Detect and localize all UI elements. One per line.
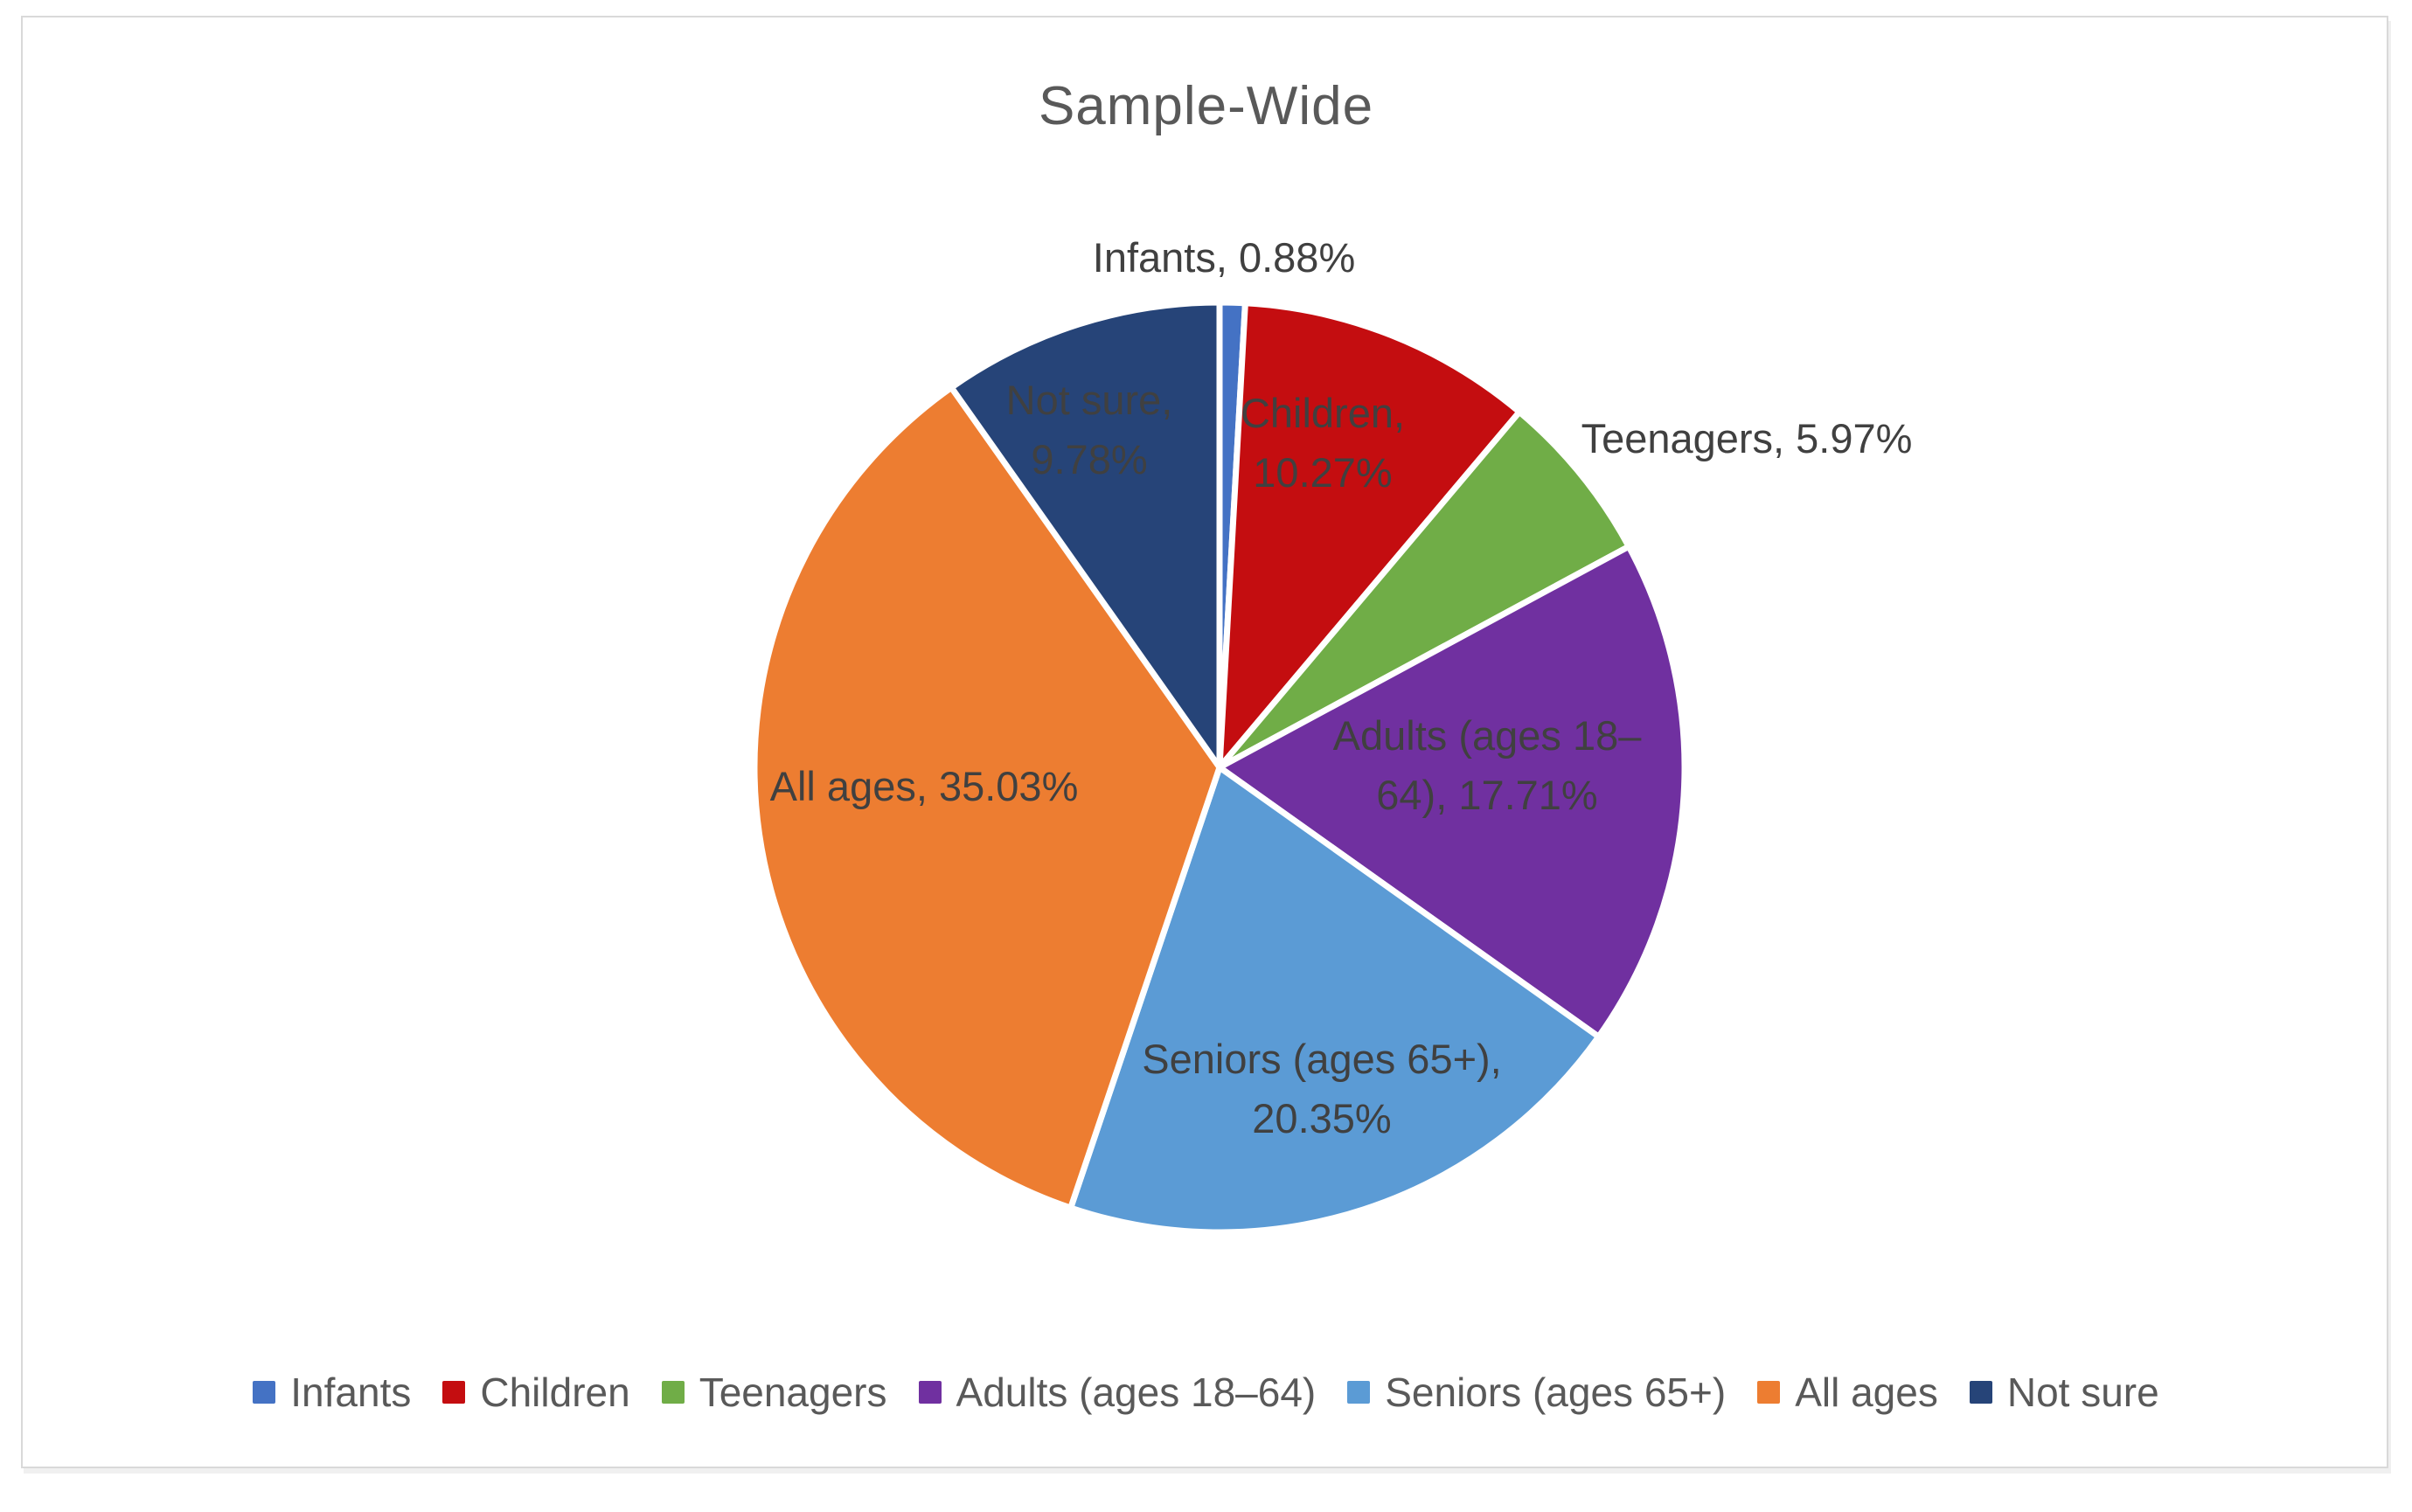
legend-item-all-ages: All ages [1757,1369,1938,1416]
legend-item-seniors-65-plus: Seniors (ages 65+) [1347,1369,1726,1416]
legend-item-teenagers: Teenagers [661,1369,887,1416]
legend-marker-icon [1347,1381,1371,1404]
data-label-line: Children, [1240,389,1406,436]
data-label-line: Not sure, [1005,376,1173,423]
pie-slice-adults-18-64 [1216,543,1688,1040]
pie-slice-teenagers [1216,408,1632,771]
data-label-line: Teenagers, 5.97% [1581,414,1913,461]
data-label-adults-18-64: Adults (ages 18– 64), 17.71% [1333,706,1642,825]
data-label-not-sure: Not sure, 9.78% [1006,371,1173,489]
data-label-seniors-65-plus: Seniors (ages 65+), 20.35% [1142,1030,1501,1148]
data-label-infants: Infants, 0.88% [1093,228,1355,288]
pie-slice-all-ages [751,384,1223,1211]
legend-marker-icon [1969,1381,1992,1404]
data-label-line: Infants, 0.88% [1092,233,1356,281]
legend-item-not-sure: Not sure [1969,1369,2159,1416]
legend-marker-icon [253,1381,276,1404]
legend-marker-icon [442,1381,466,1404]
data-label-line: Seniors (ages 65+), [1142,1035,1502,1082]
legend-label: Adults (ages 18–64) [956,1370,1317,1415]
legend-item-infants: Infants [253,1369,411,1416]
legend-label: All ages [1795,1370,1938,1415]
chart-legend: Infants Children Teenagers Adults (ages 18–… [0,1369,2412,1416]
data-label-children: Children, 10.27% [1241,384,1405,503]
data-label-line: 64), 17.71% [1376,772,1598,818]
legend-label: Infants [290,1370,412,1415]
chart-title: Sample-Wide [1038,76,1374,136]
data-label-line: 10.27% [1253,449,1393,496]
legend-label: Children [480,1370,630,1415]
legend-label: Not sure [2006,1370,2159,1415]
legend-label: Seniors (ages 65+) [1385,1370,1727,1415]
legend-marker-icon [918,1381,942,1404]
data-label-line: 9.78% [1031,436,1148,482]
legend-label: Teenagers [699,1370,887,1415]
pie-slice-not-sure [948,299,1223,771]
pie-slice-children [1216,300,1523,771]
data-label-line: Adults (ages 18– [1332,711,1642,759]
data-label-line: All ages, 35.03% [769,762,1079,809]
legend-item-children: Children [442,1369,630,1416]
legend-marker-icon [1757,1381,1781,1404]
data-label-line: 20.35% [1252,1095,1392,1141]
data-label-teenagers: Teenagers, 5.97% [1581,409,1913,468]
legend-item-adults-18-64: Adults (ages 18–64) [918,1369,1317,1416]
pie-slice-seniors-65-plus [1067,764,1602,1236]
data-label-all-ages: All ages, 35.03% [770,757,1079,816]
legend-marker-icon [661,1381,685,1404]
